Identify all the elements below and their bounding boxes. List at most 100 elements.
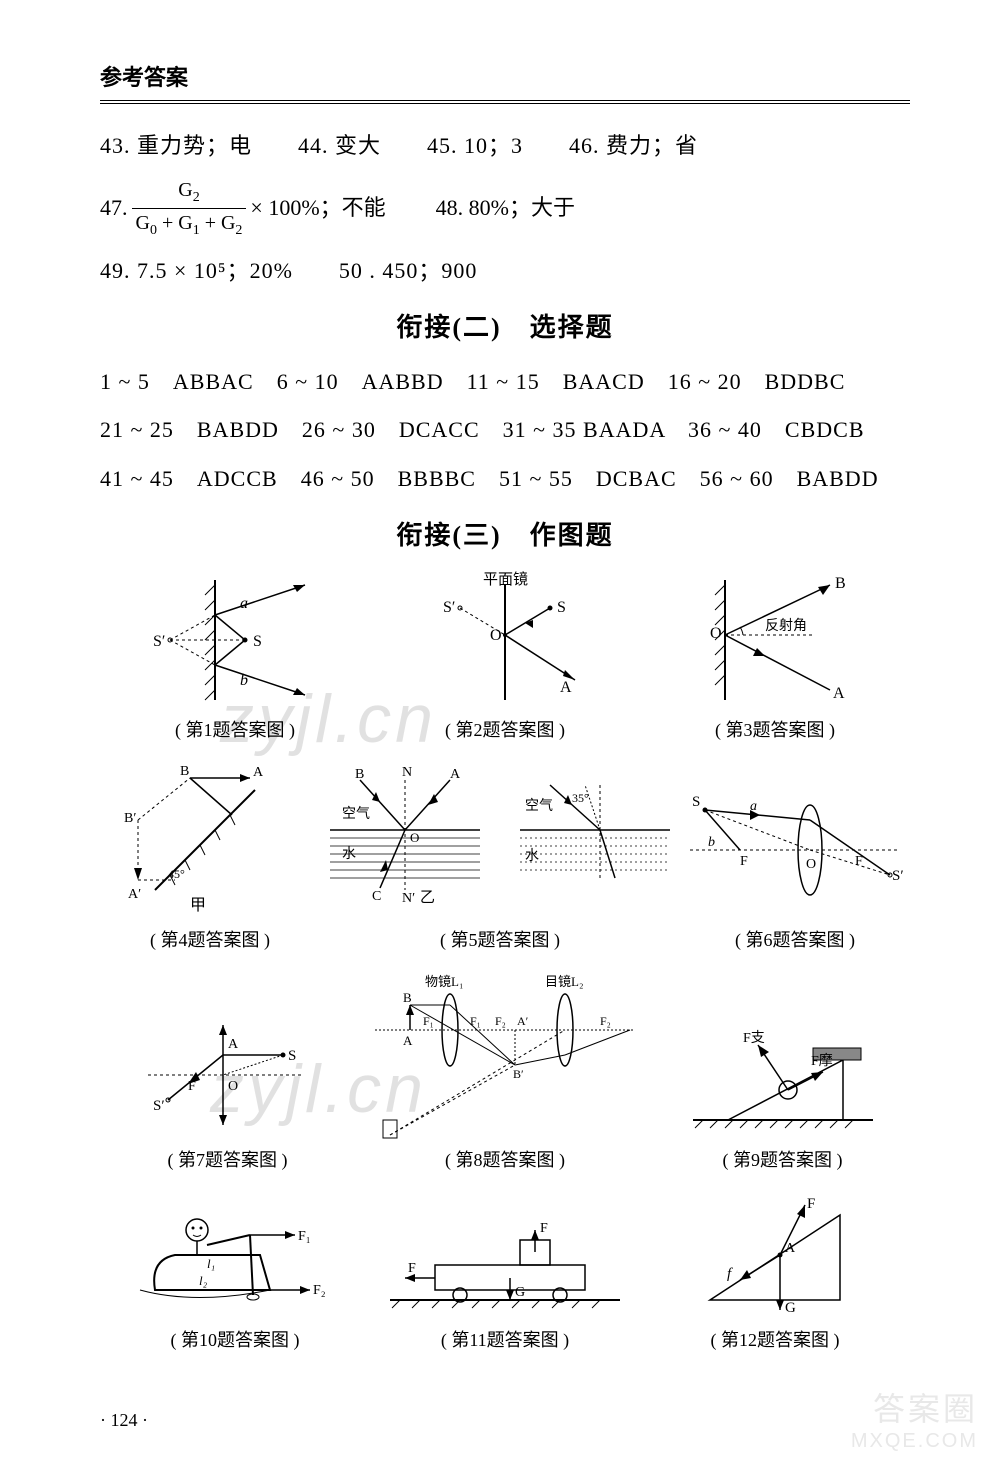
denominator: G0 + G1 + G2 — [132, 209, 247, 241]
svg-text:F₁: F₁ — [470, 1014, 481, 1028]
svg-text:F₂: F₂ — [600, 1014, 611, 1028]
svg-text:G: G — [785, 1300, 796, 1316]
numerator: G2 — [174, 176, 203, 208]
answer-line-1: 43. 重力势；电 44. 变大 45. 10；3 46. 费力；省 — [100, 122, 910, 170]
diagram-caption: ( 第10题答案图 ) — [171, 1326, 300, 1352]
svg-text:B: B — [355, 767, 364, 782]
diagram-row-1: S S′ a b ( 第1题答案图 ) 平面镜 S S′ O A ( 第2题答案… — [100, 570, 910, 742]
svg-text:a: a — [750, 799, 757, 814]
svg-text:A: A — [228, 1037, 239, 1052]
answer-line-47: 47. G2 G0 + G1 + G2 × 100%；不能 48. 80%；大于 — [100, 176, 910, 240]
svg-text:F支: F支 — [743, 1030, 765, 1046]
page-title: 参考答案 — [100, 60, 910, 104]
svg-text:F摩: F摩 — [811, 1052, 833, 1069]
svg-text:空气: 空气 — [342, 806, 370, 822]
svg-text:A: A — [403, 1033, 413, 1048]
diagram-12: F A f G ( 第12题答案图 ) — [640, 1190, 910, 1352]
svg-text:F: F — [807, 1196, 815, 1212]
q47-label: 47. — [100, 193, 128, 224]
fraction: G2 G0 + G1 + G2 — [132, 176, 247, 240]
svg-text:S: S — [692, 794, 700, 810]
svg-text:B: B — [180, 764, 189, 779]
svg-text:O: O — [490, 627, 502, 644]
mc-line-1: 1 ~ 5 ABBAC 6 ~ 10 AABBD 11 ~ 15 BAACD 1… — [100, 358, 910, 406]
svg-text:O: O — [806, 857, 816, 872]
svg-text:b: b — [240, 672, 248, 689]
svg-text:l₁: l₁ — [207, 1256, 215, 1271]
svg-text:F: F — [540, 1221, 548, 1236]
q48: 48. 80%；大于 — [436, 193, 575, 224]
svg-text:乙: 乙 — [420, 890, 435, 906]
diagram-row-3: A S F O S′ ( 第7题答案图 ) 物镜L₁ 目镜L₂ B — [100, 970, 910, 1172]
svg-text:空气: 空气 — [525, 798, 553, 814]
q47-suffix: × 100%；不能 — [250, 193, 385, 224]
svg-text:F₁: F₁ — [423, 1014, 434, 1028]
svg-text:S: S — [288, 1048, 296, 1064]
svg-text:A′: A′ — [517, 1014, 529, 1028]
diagram-7: A S F O S′ ( 第7题答案图 ) — [100, 1010, 355, 1172]
svg-text:A: A — [450, 767, 461, 782]
svg-text:35°: 35° — [572, 791, 589, 805]
brand-url: MXQE.COM — [851, 1430, 978, 1453]
svg-text:b: b — [708, 835, 715, 850]
diagram-caption: ( 第2题答案图 ) — [445, 716, 565, 742]
svg-text:l₂: l₂ — [199, 1273, 208, 1288]
diagram-3: O B A 反射角 ( 第3题答案图 ) — [640, 570, 910, 742]
mc-line-2: 21 ~ 25 BABDD 26 ~ 30 DCACC 31 ~ 35 BAAD… — [100, 406, 910, 454]
brand-name: 答案圈 — [851, 1384, 978, 1430]
diagram-row-2: B A B′ A′ 45° 甲 ( 第4题答案图 ) B N A 空气 水 — [100, 760, 910, 952]
diagram-caption: ( 第3题答案图 ) — [715, 716, 835, 742]
svg-text:O: O — [228, 1079, 238, 1094]
svg-text:A: A — [785, 1241, 796, 1256]
svg-text:物镜L₁: 物镜L₁ — [425, 974, 463, 989]
svg-text:S: S — [253, 633, 262, 650]
svg-text:O: O — [710, 625, 722, 642]
svg-text:A: A — [560, 679, 572, 696]
svg-text:S′: S′ — [443, 599, 455, 616]
svg-text:水: 水 — [342, 846, 356, 862]
diagram-caption: ( 第5题答案图 ) — [440, 926, 560, 952]
diagram-caption: ( 第7题答案图 ) — [168, 1146, 288, 1172]
svg-text:A: A — [833, 685, 845, 702]
diagram-caption: ( 第4题答案图 ) — [150, 926, 270, 952]
svg-text:A: A — [253, 765, 264, 780]
svg-text:45°: 45° — [168, 867, 185, 881]
svg-text:B: B — [835, 575, 846, 592]
svg-text:目镜L₂: 目镜L₂ — [545, 974, 583, 989]
svg-text:B: B — [403, 990, 412, 1005]
svg-text:a: a — [240, 595, 248, 612]
diagram-caption: ( 第6题答案图 ) — [735, 926, 855, 952]
diagram-caption: ( 第11题答案图 ) — [441, 1326, 569, 1352]
svg-text:F: F — [740, 854, 748, 869]
svg-text:A′: A′ — [128, 887, 141, 902]
diagram-4: B A B′ A′ 45° 甲 ( 第4题答案图 ) — [100, 760, 320, 952]
diagram-2: 平面镜 S S′ O A ( 第2题答案图 ) — [370, 570, 640, 742]
diagram-5: B N A 空气 水 O C N′ 乙 空气 水 35° ( 第5题答案图 ) — [320, 760, 680, 952]
svg-text:N′: N′ — [402, 891, 415, 906]
section-2-heading: 衔接(二) 选择题 — [100, 307, 910, 344]
diagram-6: S a b F O F S′ ( 第6题答案图 ) — [680, 780, 910, 952]
diagram-10: F₁ F₂ l₁ l₂ ( 第10题答案图 ) — [100, 1200, 370, 1352]
diagram-caption: ( 第9题答案图 ) — [723, 1146, 843, 1172]
page-number: · 124 · — [100, 1410, 148, 1431]
answer-line-3: 49. 7.5 × 10⁵；20% 50 . 450；900 — [100, 247, 910, 295]
branding: 答案圈 MXQE.COM — [851, 1384, 978, 1453]
svg-text:S′: S′ — [892, 868, 904, 884]
svg-text:S: S — [557, 599, 566, 616]
diagram-caption: ( 第1题答案图 ) — [175, 716, 295, 742]
svg-text:B′: B′ — [513, 1067, 524, 1081]
svg-text:甲: 甲 — [190, 897, 206, 914]
diagram-11: F F G ( 第11题答案图 ) — [370, 1200, 640, 1352]
svg-text:C: C — [372, 889, 381, 904]
svg-text:O: O — [410, 830, 419, 845]
diagram-caption: ( 第12题答案图 ) — [711, 1326, 840, 1352]
section-3-heading: 衔接(三) 作图题 — [100, 515, 910, 552]
svg-text:F: F — [408, 1261, 416, 1276]
diagram-9: F支 F摩 ( 第9题答案图 ) — [655, 1010, 910, 1172]
svg-text:反射角: 反射角 — [765, 618, 807, 634]
svg-text:F₂: F₂ — [313, 1283, 326, 1298]
svg-text:B′: B′ — [124, 811, 136, 826]
svg-text:F: F — [855, 854, 863, 869]
diagram-8: 物镜L₁ 目镜L₂ B A F₁ F₁ F₂ A′ B′ F₂ ( 第8题答案图… — [355, 970, 655, 1172]
diagram-row-4: F₁ F₂ l₁ l₂ ( 第10题答案图 ) F F G ( 第11题答案图 … — [100, 1190, 910, 1352]
